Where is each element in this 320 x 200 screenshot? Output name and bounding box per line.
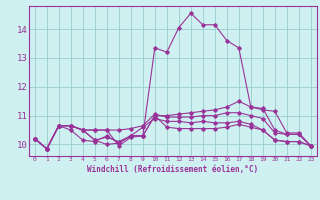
X-axis label: Windchill (Refroidissement éolien,°C): Windchill (Refroidissement éolien,°C) <box>87 165 258 174</box>
